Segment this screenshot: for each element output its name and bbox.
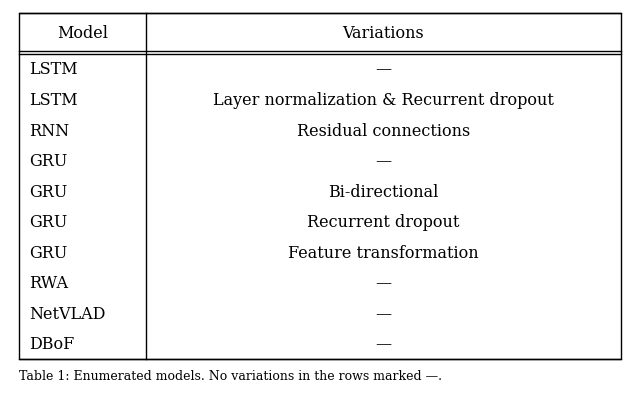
- Text: Layer normalization & Recurrent dropout: Layer normalization & Recurrent dropout: [212, 92, 554, 109]
- Text: NetVLAD: NetVLAD: [29, 305, 106, 322]
- Text: GRU: GRU: [29, 244, 68, 261]
- Text: Residual connections: Residual connections: [296, 122, 470, 139]
- Text: Variations: Variations: [342, 24, 424, 42]
- Text: LSTM: LSTM: [29, 92, 78, 109]
- Text: —: —: [375, 275, 391, 292]
- Text: DBoF: DBoF: [29, 336, 74, 352]
- Text: RNN: RNN: [29, 122, 69, 139]
- Text: GRU: GRU: [29, 214, 68, 231]
- Text: —: —: [375, 305, 391, 322]
- Text: Bi-directional: Bi-directional: [328, 183, 438, 200]
- Text: Recurrent dropout: Recurrent dropout: [307, 214, 460, 231]
- Text: RWA: RWA: [29, 275, 68, 292]
- Text: Feature transformation: Feature transformation: [288, 244, 479, 261]
- Text: —: —: [375, 336, 391, 352]
- Text: GRU: GRU: [29, 183, 68, 200]
- Text: Table 1: Enumerated models. No variations in the rows marked —.: Table 1: Enumerated models. No variation…: [19, 369, 442, 382]
- Text: —: —: [375, 61, 391, 78]
- Text: Model: Model: [57, 24, 108, 42]
- Bar: [19, 14, 621, 359]
- Text: LSTM: LSTM: [29, 61, 78, 78]
- Text: GRU: GRU: [29, 153, 68, 170]
- Text: —: —: [375, 153, 391, 170]
